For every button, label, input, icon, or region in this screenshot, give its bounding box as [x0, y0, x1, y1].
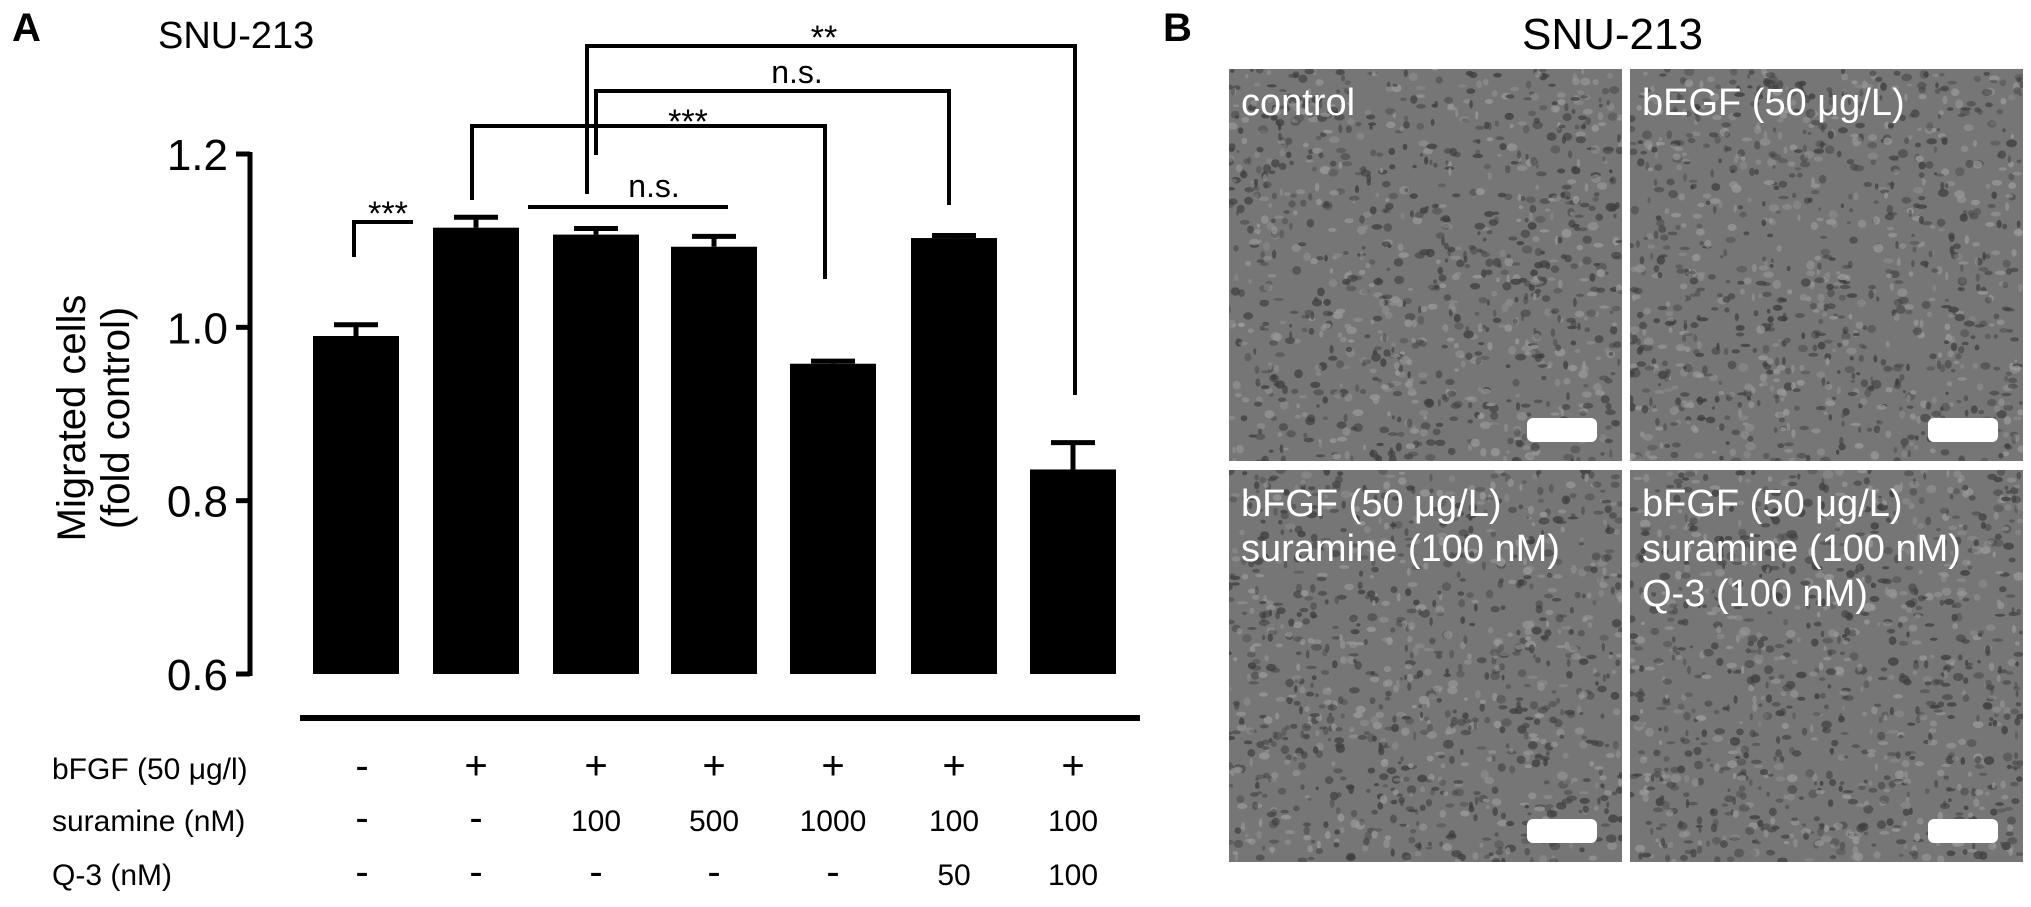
panel-b-letter: B — [1163, 6, 1192, 50]
bar — [313, 336, 399, 674]
significance-label: *** — [368, 195, 408, 233]
bar — [553, 234, 639, 674]
micrograph-begf: bEGF (50 μg/L) — [1630, 69, 2023, 461]
chart-title: SNU-213 — [158, 15, 314, 57]
micrograph-label: bFGF (50 μg/L) suramine (100 nM) — [1241, 483, 1560, 570]
micrograph-label: bEGF (50 μg/L) — [1642, 82, 1905, 124]
condition-cell: - — [826, 850, 839, 894]
condition-cell: + — [584, 744, 607, 788]
scale-bar — [1527, 418, 1597, 442]
y-axis-label-line: (fold control) — [94, 307, 138, 529]
micrograph-label: bFGF (50 μg/L) suramine (100 nM) Q-3 (10… — [1642, 483, 1961, 615]
condition-cell: 1000 — [800, 805, 867, 838]
significance-label: *** — [668, 103, 708, 141]
condition-cell: - — [469, 850, 482, 894]
cell-texture — [1630, 470, 2023, 862]
significance-label: n.s. — [628, 168, 680, 204]
condition-cell: - — [355, 744, 368, 788]
y-tick-label: 1.0 — [167, 304, 228, 353]
panel-a-letter: A — [12, 6, 41, 50]
bar — [911, 238, 997, 675]
bar — [790, 363, 876, 674]
scale-bar — [1527, 819, 1597, 843]
cell-texture — [1630, 69, 2023, 461]
condition-cell: + — [1061, 744, 1084, 788]
bar — [433, 227, 519, 674]
condition-cell: - — [355, 796, 368, 840]
significance-label: ** — [811, 19, 837, 57]
condition-cell: 500 — [689, 805, 739, 838]
condition-row-label: suramine (nM) — [52, 805, 245, 838]
micrograph-bfgf-suramine-q3: bFGF (50 μg/L) suramine (100 nM) Q-3 (10… — [1630, 470, 2023, 862]
y-axis-label: Migrated cells(fold control) — [50, 295, 138, 542]
y-tick-label: 0.8 — [167, 478, 228, 527]
condition-cell: - — [707, 850, 720, 894]
micrograph-label: control — [1241, 82, 1356, 124]
bar — [671, 246, 757, 674]
cell-texture — [1229, 470, 1622, 862]
condition-cell: - — [355, 850, 368, 894]
cell-texture — [1229, 69, 1622, 461]
panel-b-title: SNU-213 — [1522, 10, 1703, 59]
y-axis-label-line: Migrated cells — [50, 295, 94, 542]
significance-bracket — [585, 44, 1077, 395]
y-tick-label: 0.6 — [167, 651, 228, 700]
significance-bracket — [470, 124, 827, 279]
scale-bar — [1928, 819, 1998, 843]
condition-cell: + — [464, 744, 487, 788]
significance-bracket — [594, 89, 951, 205]
condition-row-label: Q-3 (nM) — [52, 859, 172, 892]
condition-cell: + — [702, 744, 725, 788]
condition-cell: 100 — [571, 805, 621, 838]
condition-cell: 100 — [1048, 805, 1098, 838]
condition-cell: 50 — [937, 859, 970, 892]
condition-cell: 100 — [929, 805, 979, 838]
bar — [1030, 469, 1116, 674]
condition-cell: - — [469, 796, 482, 840]
condition-cell: 100 — [1048, 859, 1098, 892]
significance-bracket — [352, 220, 413, 257]
micrograph-control: control — [1229, 69, 1622, 461]
condition-cell: - — [589, 850, 602, 894]
scale-bar — [1928, 418, 1998, 442]
micrograph-bfgf-suramine: bFGF (50 μg/L) suramine (100 nM) — [1229, 470, 1622, 862]
significance-label: n.s. — [771, 54, 823, 90]
condition-cell: + — [942, 744, 965, 788]
y-tick-label: 1.2 — [167, 131, 228, 180]
bar-chart: SNU-213 0.6 0.8 1.0 1.2 Migrated cells(fold c… — [50, 15, 1140, 894]
condition-row-label: bFGF (50 μg/l) — [52, 753, 248, 786]
condition-cell: + — [821, 744, 844, 788]
